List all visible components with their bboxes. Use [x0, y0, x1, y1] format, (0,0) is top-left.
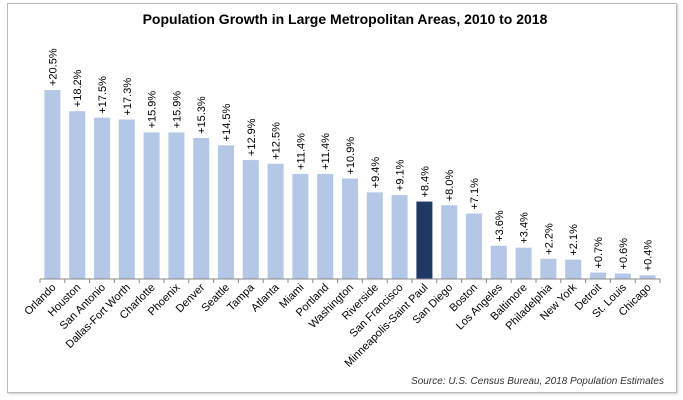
bar: [44, 90, 61, 279]
data-label: +0.7%: [593, 237, 605, 269]
bar: [416, 201, 433, 279]
data-label: +17.5%: [97, 76, 109, 114]
data-label: +14.5%: [221, 103, 233, 141]
bar: [342, 178, 358, 279]
data-label: +8.4%: [419, 166, 431, 198]
x-tick-label: Atlanta: [249, 281, 282, 314]
data-label: +8.0%: [444, 170, 456, 202]
bar: [69, 111, 86, 279]
data-label: +3.4%: [519, 212, 531, 244]
bar: [441, 205, 458, 279]
data-label: +11.4%: [320, 133, 332, 170]
data-label: +18.2%: [72, 69, 84, 107]
data-label: +9.4%: [370, 157, 382, 189]
bar: [590, 272, 606, 279]
bar: [466, 213, 482, 279]
bar: [614, 273, 631, 279]
data-label: +15.9%: [171, 91, 183, 129]
bar: [639, 275, 656, 279]
bar: [193, 137, 210, 279]
data-label: +7.1%: [469, 178, 481, 210]
bar: [490, 245, 507, 279]
bar: [366, 192, 383, 279]
data-label: +15.9%: [147, 91, 159, 129]
bar: [267, 163, 284, 279]
chart-title: Population Growth in Large Metropolitan …: [143, 11, 548, 27]
bar: [94, 117, 110, 279]
chart-frame: [7, 3, 677, 393]
bar: [515, 247, 532, 279]
data-label: +3.6%: [494, 210, 506, 242]
bar: [391, 195, 408, 279]
bar: [317, 173, 334, 279]
x-tick-label: Seattle: [199, 282, 232, 315]
bar: [565, 259, 582, 279]
data-label: +11.4%: [295, 133, 307, 170]
data-label: +2.2%: [543, 223, 555, 255]
data-label: +12.9%: [246, 118, 258, 156]
source-note: Source: U.S. Census Bureau, 2018 Populat…: [411, 376, 664, 387]
bar: [168, 132, 185, 279]
data-label: +10.9%: [345, 137, 357, 175]
data-label: +9.1%: [395, 159, 407, 191]
bar: [242, 160, 259, 279]
data-label: +0.4%: [643, 240, 655, 272]
data-label: +12.5%: [271, 122, 283, 160]
bar: [292, 173, 309, 279]
bar: [218, 145, 234, 279]
bar: [540, 258, 557, 279]
data-label: +20.5%: [47, 48, 59, 86]
bar: [143, 132, 160, 279]
data-label: +2.1%: [568, 224, 580, 256]
bar: [118, 119, 135, 279]
data-label: +17.3%: [122, 78, 134, 116]
data-label: +15.3%: [196, 96, 208, 134]
data-label: +0.6%: [618, 238, 630, 270]
